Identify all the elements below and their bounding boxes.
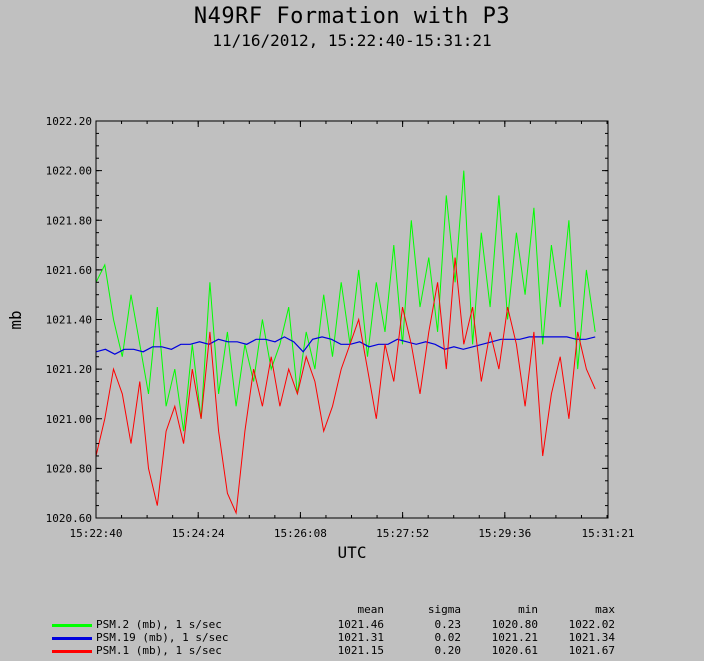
plot-layer <box>96 121 608 518</box>
series-layer <box>95 170 596 515</box>
stat-min: 1021.21 <box>491 631 538 644</box>
x-tick-label: 15:27:52 <box>376 527 429 540</box>
stat-mean: 1021.46 <box>337 618 384 631</box>
stat-min: 1020.61 <box>491 644 538 657</box>
x-tick-label: 15:29:36 <box>478 527 531 540</box>
axis-layer: 1020.60 1020.80 1021.00 1021.20 1021.40 1021.… <box>46 115 635 540</box>
x-tick-label: 15:26:08 <box>274 527 327 540</box>
plot-area <box>96 121 608 518</box>
stats-legend: mean sigma min max PSM.2 (mb), 1 s/sec 1… <box>0 603 704 661</box>
series-line-psm-1 <box>95 257 596 515</box>
y-axis-label: mb <box>6 310 25 329</box>
chart-canvas: 1020.60 1020.80 1021.00 1021.20 1021.40 1021.… <box>6 115 635 562</box>
stat-sigma: 0.23 <box>434 618 462 631</box>
legend-label-psm2: PSM.2 (mb), 1 s/sec <box>96 618 222 631</box>
y-tick-label: 1020.80 <box>46 462 92 475</box>
legend-row-psm19: PSM.19 (mb), 1 s/sec 1021.31 0.02 1021.2… <box>0 631 704 645</box>
stat-max: 1022.02 <box>568 618 615 631</box>
stat-sigma: 0.20 <box>434 644 462 657</box>
stat-mean: 1021.31 <box>337 631 384 644</box>
stat-sigma: 0.02 <box>434 631 462 644</box>
legend-label-psm1: PSM.1 (mb), 1 s/sec <box>96 644 222 657</box>
x-tick-label: 15:24:24 <box>172 527 225 540</box>
x-tick-label: 15:31:21 <box>582 527 635 540</box>
y-tick-label: 1021.20 <box>46 363 92 376</box>
y-tick-label: 1021.40 <box>46 314 92 327</box>
stat-min: 1020.80 <box>491 618 538 631</box>
legend-row-psm1: PSM.1 (mb), 1 s/sec 1021.15 0.20 1020.61… <box>0 644 704 658</box>
series-line-psm-19 <box>95 336 596 355</box>
y-tick-label: 1022.20 <box>46 115 92 128</box>
series-line-psm-2 <box>95 170 596 432</box>
stats-header-max: max <box>595 603 615 616</box>
y-tick-label: 1022.00 <box>46 165 92 178</box>
y-tick-label: 1020.60 <box>46 512 92 525</box>
stats-header-mean: mean <box>357 603 385 616</box>
chart-subtitle: 11/16/2012, 15:22:40-15:31:21 <box>212 31 492 50</box>
stat-max: 1021.67 <box>568 644 615 657</box>
y-tick-label: 1021.80 <box>46 214 92 227</box>
stat-mean: 1021.15 <box>337 644 384 657</box>
legend-swatch-psm2 <box>52 624 92 627</box>
legend-row-psm2: PSM.2 (mb), 1 s/sec 1021.46 0.23 1020.80… <box>0 618 704 632</box>
stats-header-min: min <box>518 603 538 616</box>
stat-max: 1021.34 <box>568 631 615 644</box>
stats-header-sigma: sigma <box>427 603 461 616</box>
y-tick-label: 1021.00 <box>46 413 92 426</box>
legend-swatch-psm1 <box>52 650 92 653</box>
y-tick-label: 1021.60 <box>46 264 92 277</box>
x-tick-label: 15:22:40 <box>70 527 123 540</box>
legend-swatch-psm19 <box>52 637 92 640</box>
chart-title: N49RF Formation with P3 <box>193 4 511 29</box>
legend-label-psm19: PSM.19 (mb), 1 s/sec <box>96 631 229 644</box>
x-axis-label: UTC <box>338 543 367 562</box>
